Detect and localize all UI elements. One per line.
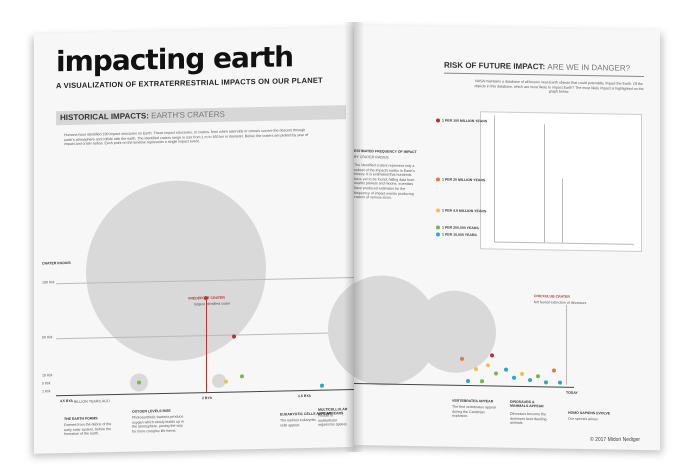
right-page: RISK OF FUTURE IMPACT: ARE WE IN DANGER?… (328, 25, 660, 451)
crater-dot (528, 378, 532, 383)
x-axis-caption: BILLION YEARS AGO (74, 399, 110, 404)
today-line (566, 304, 567, 385)
freq-dot (436, 232, 440, 237)
today-label: TODAY (566, 390, 578, 395)
page-subtitle: A VISUALIZATION OF EXTRATERRESTRIAL IMPA… (56, 75, 323, 91)
intro-text: NASA maintains a database of all known n… (474, 79, 644, 94)
crater-dot (536, 374, 540, 379)
event-text: Photosynthetic bacteria produce oxygen w… (132, 414, 184, 434)
crater-dot (240, 374, 244, 379)
crater-dot (552, 368, 556, 373)
freq-dot (436, 118, 440, 123)
event-title: VERTEBRATES APPEAR (452, 398, 494, 404)
freq-label: 1 PER 4.5 MILLION YEARS (442, 208, 487, 214)
chart-marker (544, 124, 545, 243)
crater-dot (460, 356, 464, 361)
event-text: Our species arises. (568, 416, 599, 422)
page-title: impacting earth (56, 40, 294, 79)
y-tick: 10 KM (42, 373, 53, 378)
section-header: RISK OF FUTURE IMPACT: ARE WE IN DANGER? (444, 61, 630, 73)
freq-label: 1 PER 20 MILLION YEARS (442, 177, 486, 183)
left-page: impacting earth A VISUALIZATION OF EXTRA… (34, 27, 354, 454)
x-tick: 4.5 BYA (60, 398, 73, 404)
crater-dot (558, 380, 562, 385)
event-text: Dinosaurs become the dominant land dwell… (510, 411, 547, 426)
vredefort-sublabel: largest identified crater (194, 301, 231, 307)
frequency-chart (480, 111, 642, 253)
crater-dot (474, 367, 478, 372)
chart-marker (562, 178, 563, 243)
crater-dot (490, 353, 494, 358)
event-title: DINOSAURS & MAMMALS APPEAR (510, 399, 544, 409)
crater-dot (520, 371, 524, 376)
y-tick: 1 KM (42, 389, 51, 394)
event-title: THE EARTH FORMS (64, 416, 98, 422)
event-title: OXYGEN LEVELS RISE (132, 408, 171, 414)
freq-label: 1 PER 200,000 YEARS (442, 225, 479, 231)
event-title: HOMO SAPIENS EVOLVE (568, 410, 611, 416)
crater-dot (466, 378, 470, 384)
intro-text: Humans have identified 190 impact struct… (64, 128, 309, 147)
section-rule (444, 72, 644, 77)
crater-dot (504, 367, 508, 372)
vredefort-leader (206, 300, 207, 393)
section-subtitle: EARTH'S CRATERS (151, 109, 225, 121)
section-title: RISK OF FUTURE IMPACT: (444, 60, 546, 72)
x-tick: 2 BYA (202, 395, 212, 401)
chart-axis (494, 115, 495, 242)
event-text: The earliest eukaryotic cells appear. (280, 417, 317, 428)
spread-gutter (344, 22, 364, 452)
freq-dot (436, 225, 440, 230)
freq-label: 1 PER 100 MILLION YEARS (442, 118, 488, 124)
y-axis-title: CRATER RADIUS (42, 260, 71, 266)
event-text: Formed from the debris of the early sola… (64, 422, 112, 437)
crater-dot (320, 383, 324, 388)
crater-dot (486, 363, 490, 368)
copyright: © 2017 Midori Nediger (590, 437, 641, 443)
event-text: The first vertebrates appear during the … (452, 404, 497, 419)
chicxulub-sublabel: felt faunal extinction of dinosaurs (534, 300, 587, 306)
section-subtitle: ARE WE IN DANGER? (547, 62, 631, 73)
x-tick: 1.5 BYA (298, 393, 311, 399)
y-tick: 100 KM (42, 280, 55, 285)
y-tick: 50 KM (42, 335, 53, 340)
chicxulub-circle (414, 290, 496, 374)
y-tick: 5 KM (42, 381, 51, 386)
crater-dot (544, 380, 548, 385)
crater-dot (232, 334, 236, 339)
chicxulub-label: CHICXULUB CRATER (534, 294, 570, 299)
freq-dot (436, 177, 440, 182)
section-title: HISTORICAL IMPACTS: (60, 111, 149, 123)
crater-dot (480, 379, 484, 384)
crater-dot (494, 371, 498, 376)
crater-dot (512, 375, 516, 380)
freq-label: 1 PER 10,000 YEARS (442, 232, 477, 238)
crater-dot (224, 379, 228, 384)
freq-dot (436, 208, 440, 213)
